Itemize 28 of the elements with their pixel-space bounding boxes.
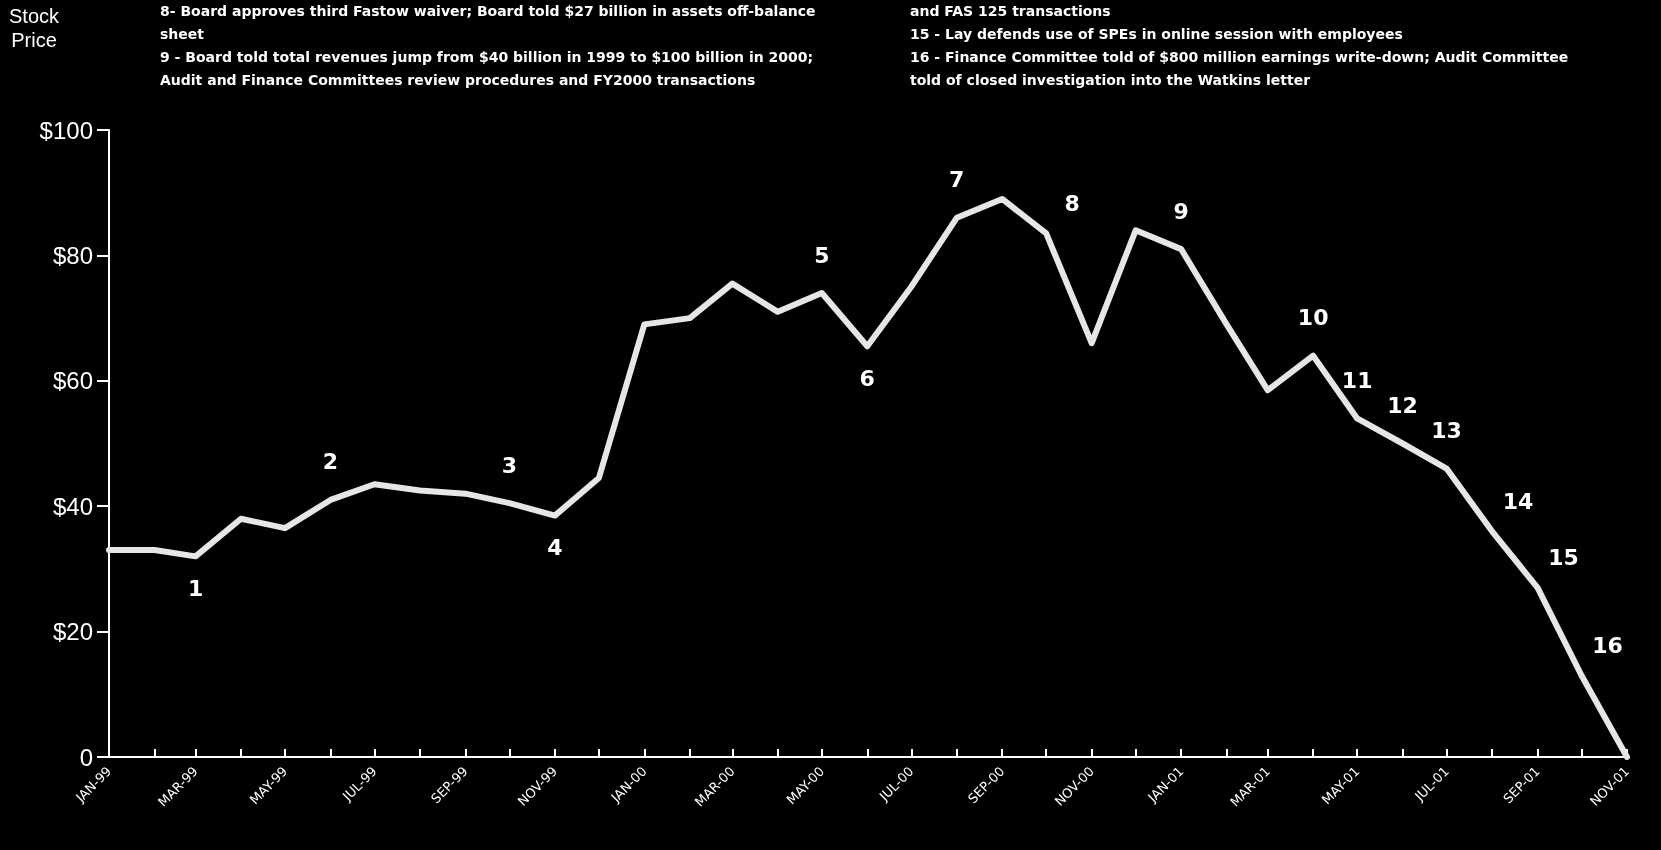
annotation: 13: [1431, 418, 1462, 444]
annotation: 12: [1387, 393, 1418, 418]
text: 9 - Board told total revenues jump from $40 billion in 1999 to $100 billion in 2000; Audit and Finance Committees review procedures and FY2000 transactions: [160, 48, 815, 90]
annotation: 16: [1592, 632, 1623, 658]
annotation: 15: [1548, 545, 1579, 571]
annotation: 10: [1297, 305, 1329, 331]
text: 8- Board approves third Fastow waiver; Board told $27 billion in assets off-balance sheet: [160, 2, 817, 44]
annotation: 3: [501, 452, 518, 478]
annotation: 4: [547, 535, 563, 561]
y-tick-label: $40: [52, 492, 93, 520]
annotation: 6: [859, 365, 875, 391]
y-tick-label: $20: [52, 618, 93, 646]
y-axis-title: Stock Price: [8, 4, 60, 52]
text: 16 - Finance Committee told of $800 million earnings write-down; Audit Committee told of closed investigation into the Watkins letter: [910, 48, 1570, 90]
y-tick-label: $100: [39, 116, 93, 144]
y-tick-label: 0: [79, 743, 93, 771]
annotation: 5: [814, 242, 830, 268]
annotation: 14: [1502, 488, 1534, 514]
annotation: 1: [187, 575, 204, 601]
y-tick-label: $80: [52, 241, 93, 269]
annotation: 11: [1341, 367, 1373, 393]
text: 15 - Lay defends use of SPEs in online session with employees: [910, 25, 1404, 44]
annotation: 7: [949, 167, 965, 193]
y-tick-label: $60: [52, 367, 93, 395]
annotation: 9: [1173, 198, 1189, 224]
annotation: 8: [1064, 190, 1080, 216]
text: and FAS 125 transactions: [910, 2, 1112, 21]
annotation: 2: [322, 449, 339, 475]
